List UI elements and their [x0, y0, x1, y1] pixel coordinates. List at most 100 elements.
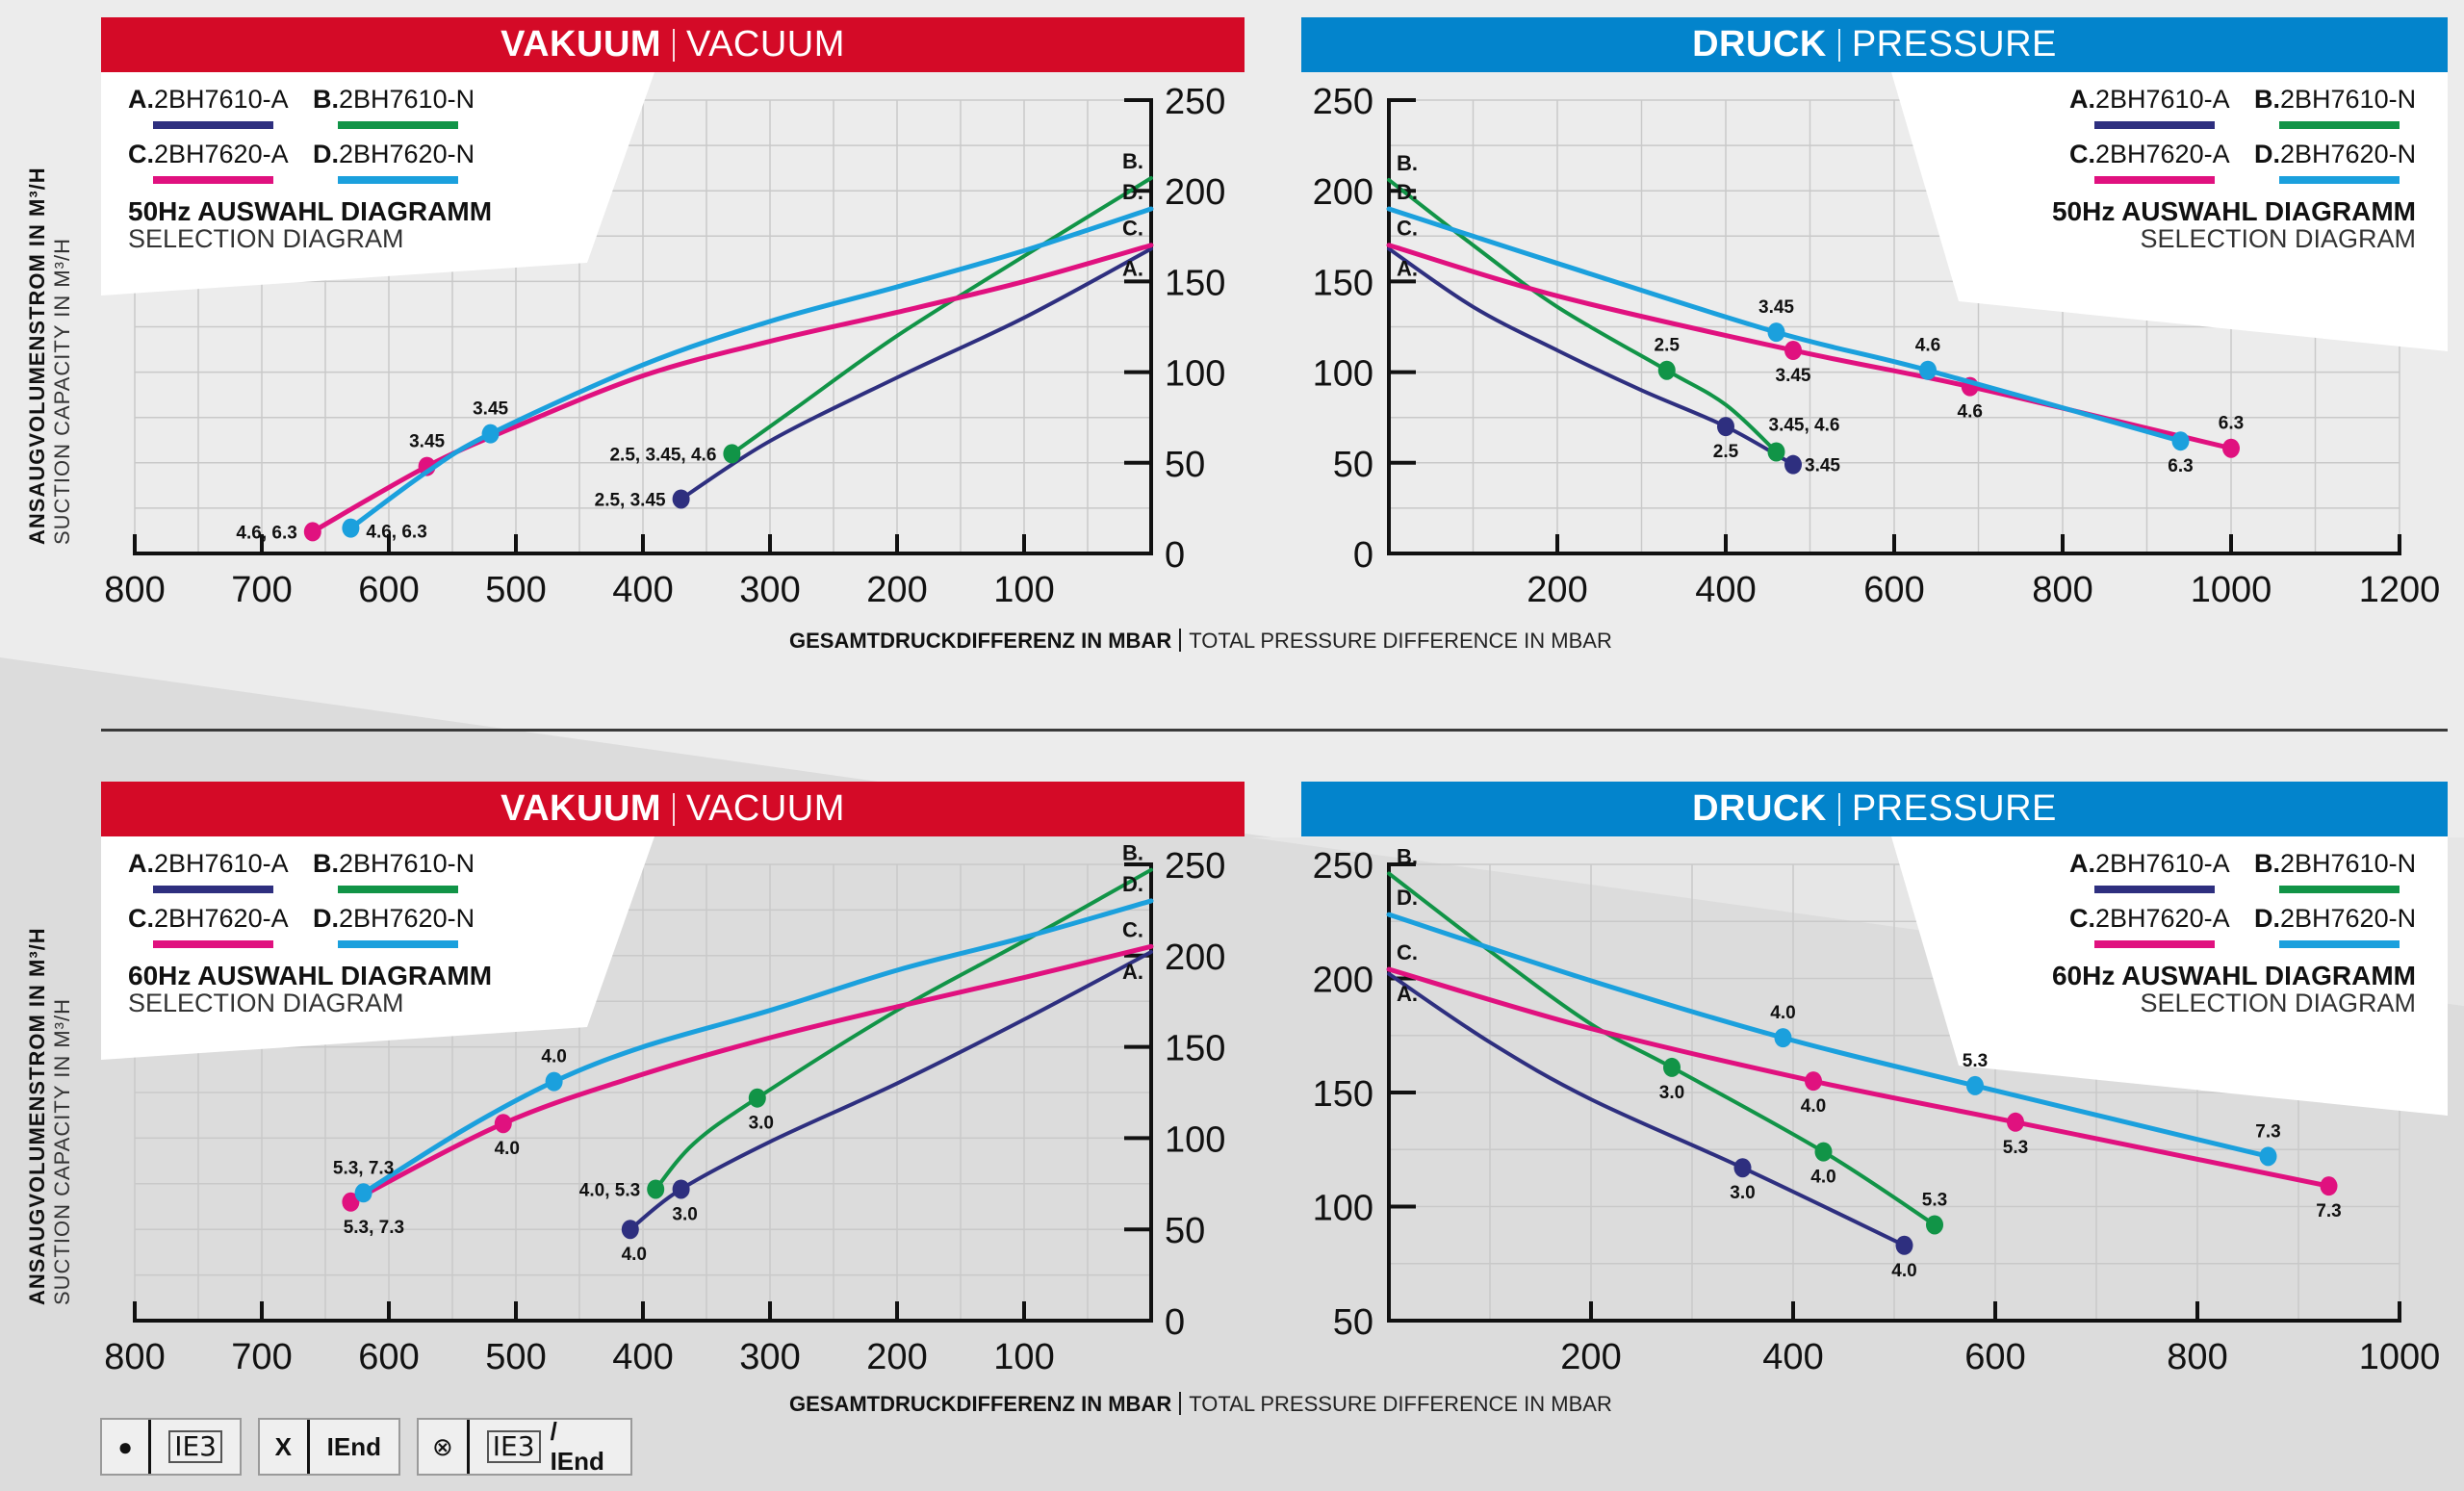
data-point-B [1814, 1142, 1833, 1162]
data-point-A [1895, 1235, 1913, 1255]
legend-swatch-A [153, 121, 273, 129]
series-end-label-D: D. [1122, 872, 1143, 896]
x-tick-label: 700 [231, 1337, 292, 1377]
data-point-B [1767, 442, 1785, 462]
y-tick-label: 100 [1313, 1189, 1373, 1229]
data-point-label: 3.45 [1776, 366, 1811, 386]
series-line-B [654, 867, 1153, 1192]
data-point-label: 3.45 [473, 399, 508, 420]
series-line-D [347, 206, 1154, 531]
data-point-B [748, 1088, 766, 1108]
footer-legend-ie3-iend: ⊗ IE3 / IEnd [417, 1417, 632, 1476]
series-line-A [679, 246, 1153, 501]
data-point-A [1733, 1158, 1752, 1178]
data-point-D [1774, 1028, 1792, 1048]
legend-item-C: C.2BH7620-A [2069, 140, 2230, 168]
y-tick-label: 200 [1165, 938, 1225, 978]
chart-subtitle: SELECTION DIAGRAM [128, 989, 404, 1017]
data-point-label: 3.0 [1659, 1083, 1684, 1103]
x-tick-label: 100 [993, 1337, 1054, 1377]
data-point-label: 4.0 [1770, 1003, 1795, 1023]
header-title-de: DRUCK [1692, 788, 1827, 829]
legend-item-A: A.2BH7610-A [128, 849, 289, 878]
data-point-label: 3.45 [1805, 456, 1840, 476]
data-point-D [342, 518, 360, 538]
header-title-en: VACUUM [686, 788, 845, 829]
y-tick-label: 50 [1165, 445, 1205, 485]
x-tick-label: 400 [1695, 570, 1756, 610]
data-point-label: 3.45 [1758, 297, 1794, 318]
x-axis-title-top: GESAMTDRUCKDIFFERENZ IN MBAR TOTAL PRESSU… [789, 629, 1612, 654]
data-point-label: 5.3 [2003, 1138, 2028, 1158]
y-tick-label: 250 [1313, 82, 1373, 122]
legend-item-A: A.2BH7610-A [128, 85, 289, 114]
series-line-B [1387, 871, 1937, 1227]
x-tick-label: 400 [612, 570, 673, 610]
data-point-B [1926, 1215, 1943, 1235]
data-point-label: 2.5 [1713, 442, 1739, 462]
y-tick-label: 50 [1165, 1211, 1205, 1251]
x-tick-label: 600 [358, 570, 419, 610]
legend-item-A: A.2BH7610-A [2069, 85, 2230, 114]
y-axis-title-en: SUCTION CAPACITY IN M³/H [50, 238, 74, 545]
x-tick-label: 400 [612, 1337, 673, 1377]
data-point-D [354, 1183, 372, 1203]
data-point-label: 4.0 [622, 1245, 647, 1265]
x-tick-label: 300 [739, 570, 800, 610]
legend-swatch-C [153, 176, 273, 184]
y-tick-label: 150 [1165, 263, 1225, 303]
data-point-label: 7.3 [2255, 1121, 2280, 1142]
series-end-label-C: C. [1397, 217, 1418, 241]
vacuum-header-60hz: VAKUUM VACUUM [101, 782, 1245, 836]
data-point-C [494, 1114, 512, 1134]
data-point-label: 5.3 [1922, 1190, 1947, 1210]
x-tick-label: 200 [866, 1337, 927, 1377]
data-point-label: 6.3 [2219, 414, 2244, 434]
header-title-en: PRESSURE [1851, 788, 2057, 829]
ie3-label: IE3 [486, 1430, 541, 1463]
x-tick-label: 800 [2032, 570, 2092, 610]
data-point-D [1767, 322, 1785, 343]
y-tick-label: 200 [1313, 961, 1373, 1001]
legend-background [1891, 72, 2448, 351]
data-point-A [1784, 454, 1802, 475]
series-end-label-B: B. [1122, 149, 1143, 173]
pressure-header-50hz: DRUCK PRESSURE [1301, 17, 2448, 72]
data-point-label: 4.6 [1915, 336, 1940, 356]
data-point-B [1663, 1057, 1681, 1077]
chart-subtitle: SELECTION DIAGRAM [2140, 989, 2416, 1017]
data-point-C [342, 1192, 360, 1212]
y-tick-label: 250 [1165, 82, 1225, 122]
legend-panel: A.2BH7610-A B.2BH7610-N C.2BH7620-A D.2BH76… [101, 72, 654, 296]
series-end-label-B: B. [1397, 844, 1418, 868]
header-title-de: VAKUUM [500, 788, 662, 829]
data-point-A [672, 489, 690, 509]
y-tick-label: 100 [1313, 354, 1373, 395]
x-tick-label: 500 [485, 570, 546, 610]
series-end-label-C: C. [1122, 217, 1143, 241]
circled-x-marker-icon: ⊗ [419, 1420, 470, 1474]
y-axis-title-de: ANSAUGVOLUMENSTROM IN M³/H [25, 927, 49, 1305]
y-tick-label: 50 [1333, 445, 1373, 485]
series-end-label-A: A. [1122, 960, 1143, 984]
data-point-D [2171, 431, 2190, 451]
y-axis-title-top: ANSAUGVOLUMENSTROM IN M³/H SUCTION CAPAC… [25, 167, 75, 545]
data-point-C [303, 522, 321, 542]
data-point-label: 7.3 [2316, 1201, 2341, 1221]
legend-item-C: C.2BH7620-A [2069, 904, 2230, 933]
x-axis-title-en: TOTAL PRESSURE DIFFERENCE IN MBAR [1189, 629, 1612, 653]
y-tick-label: 150 [1313, 263, 1373, 303]
legend-item-A: A.2BH7610-A [2069, 849, 2230, 878]
data-point-D [481, 424, 500, 444]
y-tick-label: 150 [1165, 1029, 1225, 1069]
data-point-C [2222, 438, 2240, 458]
x-marker-icon: X [260, 1420, 310, 1474]
x-tick-label: 600 [1863, 570, 1924, 610]
series-end-label-A: A. [1397, 256, 1418, 280]
data-point-D [545, 1071, 563, 1092]
y-axis-title-de: ANSAUGVOLUMENSTROM IN M³/H [25, 167, 49, 545]
y-tick-label: 150 [1313, 1074, 1373, 1115]
series-line-B [1387, 177, 1779, 454]
legend-item-D: D.2BH7620-N [2254, 140, 2416, 168]
